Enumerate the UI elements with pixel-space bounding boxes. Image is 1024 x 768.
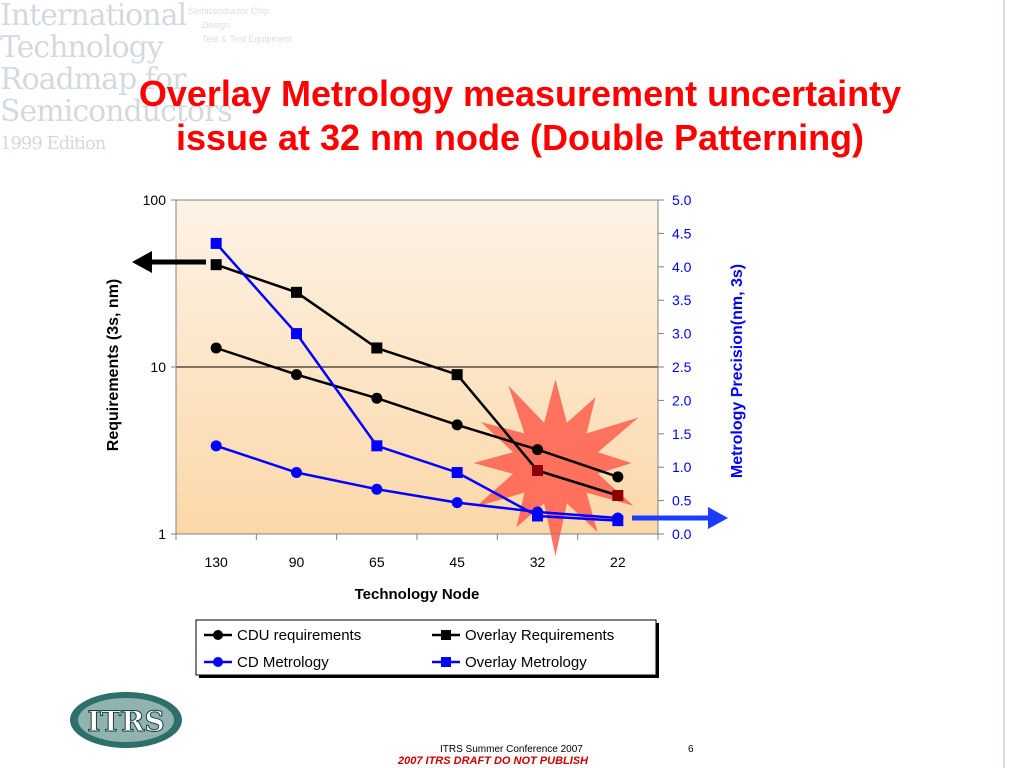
data-point-cd-metrology <box>451 497 463 509</box>
right-axis-tick-label: 1.0 <box>672 459 692 475</box>
series-line-overlay-metrology <box>215 242 618 522</box>
faint-menu-item: Semiconductor Chip <box>188 6 270 16</box>
data-point-overlay-requirements <box>210 259 222 271</box>
starburst-highlight <box>473 379 639 557</box>
data-point-cdu-requirements <box>210 342 222 354</box>
right-axis-tick-label: 3.0 <box>672 326 692 342</box>
left-axis-tick-label: 1 <box>158 526 166 542</box>
x-axis-title: Technology Node <box>355 586 480 603</box>
x-axis-tick-label: 90 <box>289 554 305 570</box>
watermark-line: Roadmap for <box>0 62 186 97</box>
data-point-overlay-requirements <box>612 490 624 502</box>
right-axis-tick-label: 3.5 <box>672 292 692 308</box>
slide-border <box>1003 0 1005 768</box>
title-line-2: issue at 32 nm node (Double Patterning) <box>175 117 865 158</box>
data-point-overlay-metrology <box>532 510 543 522</box>
data-point-cdu-requirements <box>291 369 302 381</box>
legend-swatch-marker <box>441 657 451 667</box>
faint-menu: Semiconductor Chip Design Test & Test Eq… <box>188 4 291 46</box>
data-point-overlay-requirements <box>371 342 383 354</box>
x-axis-tick-label: 45 <box>449 554 465 570</box>
y-axis-title: Requirements (3s, nm) <box>105 279 122 451</box>
data-point-overlay-requirements <box>451 369 463 381</box>
data-point-cd-metrology <box>210 440 222 452</box>
data-point-cdu-requirements <box>612 471 624 483</box>
data-point-cdu-requirements <box>532 444 543 456</box>
left-axis-arrow-head <box>132 251 152 273</box>
x-axis-tick-label: 32 <box>530 554 546 570</box>
right-axis-tick-label: 2.5 <box>672 359 692 375</box>
series-line-cd-metrology <box>215 444 618 520</box>
legend-swatch-marker <box>441 630 451 640</box>
legend-label: CDU requirements <box>237 627 361 644</box>
watermark-line: 1999 Edition <box>0 133 106 154</box>
x-axis-tick-label: 65 <box>369 554 385 570</box>
left-axis-tick-label: 100 <box>143 192 167 208</box>
data-point-cdu-requirements <box>371 392 383 404</box>
x-axis-tick-label: 130 <box>204 554 228 570</box>
series-line-overlay-requirements <box>215 263 619 497</box>
legend-box <box>195 619 657 676</box>
data-point-overlay-metrology <box>451 467 463 479</box>
right-axis-tick-label: 1.5 <box>672 426 692 442</box>
title-line-1: Overlay Metrology measurement uncertaint… <box>138 73 902 114</box>
watermark-line: Technology <box>0 30 164 65</box>
footer-conference: ITRS Summer Conference 2007 <box>440 744 583 755</box>
data-point-overlay-metrology <box>371 440 383 452</box>
right-axis-tick-label: 4.5 <box>672 225 692 241</box>
data-point-overlay-requirements <box>532 465 543 477</box>
legend-swatch-marker <box>213 630 223 640</box>
faint-menu-item: Test & Test Equipment <box>202 34 292 44</box>
left-axis-tick-label: 10 <box>150 359 166 375</box>
itrs-logo: ITRS <box>70 692 182 748</box>
data-point-overlay-requirements <box>291 286 302 298</box>
right-axis-tick-label: 0.0 <box>672 526 692 542</box>
data-point-overlay-metrology <box>612 515 624 527</box>
slide-title: Overlay Metrology measurement uncertaint… <box>60 72 980 160</box>
data-point-overlay-metrology <box>210 237 222 249</box>
data-point-overlay-metrology <box>291 328 302 340</box>
x-axis-tick-label: 22 <box>610 554 626 570</box>
right-axis-arrow-head <box>708 507 728 529</box>
logo-text: ITRS <box>87 705 164 738</box>
right-axis-tick-label: 2.0 <box>672 392 692 408</box>
logo-globe-inner <box>78 698 174 742</box>
footer-draft-notice: 2007 ITRS DRAFT DO NOT PUBLISH <box>398 755 589 767</box>
itrs-watermark: International Technology Roadmap for Sem… <box>0 0 233 190</box>
legend-label: Overlay Metrology <box>465 654 587 671</box>
data-point-cd-metrology <box>371 483 383 495</box>
data-point-cdu-requirements <box>451 419 463 431</box>
series-line-cdu-requirements <box>215 346 619 478</box>
right-axis-tick-label: 4.0 <box>672 259 692 275</box>
right-axis-tick-label: 5.0 <box>672 192 692 208</box>
footer-page-number: 6 <box>688 744 694 755</box>
legend-label: Overlay Requirements <box>465 627 614 644</box>
faint-menu-item: Design <box>202 20 231 30</box>
data-point-cd-metrology <box>291 467 302 479</box>
watermark-line: International <box>0 0 187 33</box>
legend-swatch-marker <box>213 657 223 667</box>
right-axis-tick-label: 0.5 <box>672 493 692 509</box>
legend-label: CD Metrology <box>237 654 329 671</box>
y2-axis-title: Metrology Precision(nm, 3s) <box>729 264 746 478</box>
